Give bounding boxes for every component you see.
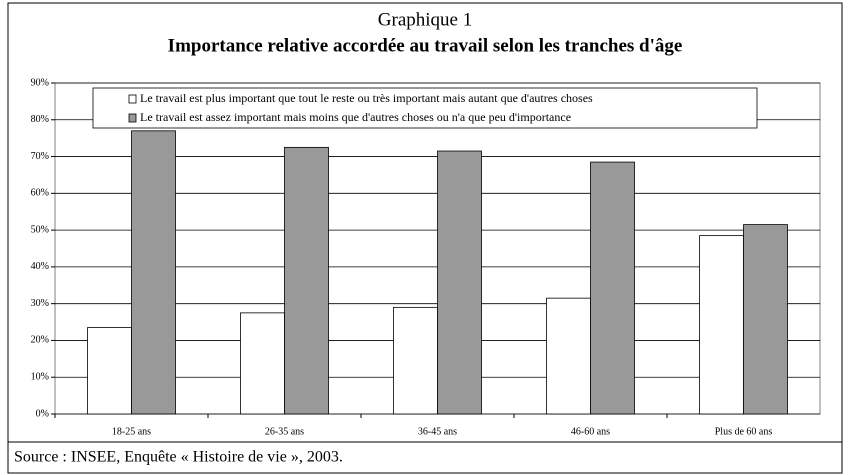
legend-label: Le travail est plus important que tout l… bbox=[140, 91, 593, 105]
x-tick-label: 18-25 ans bbox=[112, 426, 151, 437]
bar bbox=[240, 312, 285, 415]
frame bbox=[7, 2, 843, 474]
legend-label: Le travail est assez important mais moin… bbox=[140, 110, 571, 124]
bar bbox=[743, 224, 788, 415]
bar bbox=[546, 297, 591, 415]
x-tick-label: 26-35 ans bbox=[265, 426, 304, 437]
bar bbox=[393, 306, 438, 415]
y-tick-label: 0% bbox=[36, 408, 49, 419]
x-tick-label: 46-60 ans bbox=[571, 426, 610, 437]
source: Source : INSEE, Enquête « Histoire de vi… bbox=[14, 449, 343, 466]
y-tick-label: 10% bbox=[31, 372, 49, 383]
y-tick-label: 60% bbox=[31, 188, 49, 199]
bar bbox=[590, 161, 635, 415]
y-tick-label: 90% bbox=[31, 77, 49, 88]
legend-swatch bbox=[128, 94, 137, 104]
chart-subtitle: Importance relative accordée au travail … bbox=[168, 35, 683, 56]
bar bbox=[699, 235, 744, 415]
bar bbox=[131, 130, 176, 415]
y-tick-label: 30% bbox=[31, 298, 49, 309]
y-tick-label: 20% bbox=[31, 335, 49, 346]
x-tick-label: 36-45 ans bbox=[418, 426, 457, 437]
chart-title: Graphique 1 bbox=[378, 9, 472, 30]
legend-swatch bbox=[128, 113, 137, 123]
y-tick-label: 80% bbox=[31, 114, 49, 125]
y-tick-label: 40% bbox=[31, 261, 49, 272]
y-tick-label: 50% bbox=[31, 224, 49, 235]
legend bbox=[92, 87, 758, 129]
x-tick-label: Plus de 60 ans bbox=[715, 426, 773, 437]
y-tick-label: 70% bbox=[31, 151, 49, 162]
bar bbox=[437, 150, 482, 415]
bar bbox=[284, 146, 329, 415]
bar bbox=[87, 327, 132, 415]
